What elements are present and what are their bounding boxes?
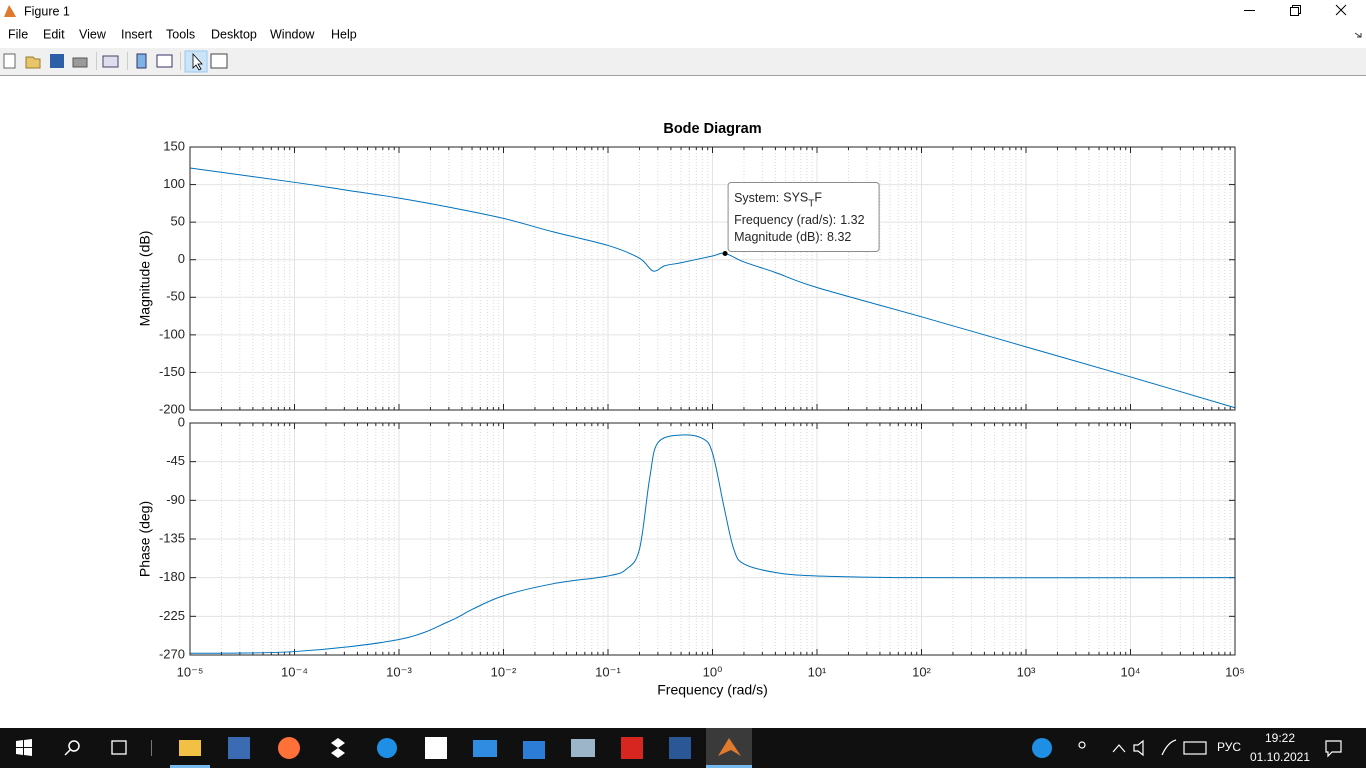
- app-icon-2[interactable]: [228, 737, 250, 759]
- y-tick-label: 0: [178, 414, 185, 429]
- acrobat-icon[interactable]: [621, 737, 643, 759]
- menu-item[interactable]: Edit: [43, 27, 65, 41]
- dock-arrow[interactable]: [1354, 32, 1362, 38]
- axes-box: [189, 146, 1236, 411]
- datatip-marker[interactable]: [722, 250, 728, 256]
- y-tick-label: -50: [166, 289, 185, 304]
- network-icon[interactable]: [1161, 739, 1177, 756]
- language-indicator[interactable]: РУС: [1217, 740, 1241, 754]
- legend-button[interactable]: [156, 54, 173, 68]
- y-axis-label: Phase (deg): [137, 501, 153, 577]
- chart-title: Bode Diagram: [663, 121, 761, 137]
- datatip-value: SYSTF: [783, 191, 822, 209]
- amazon-icon[interactable]: [425, 737, 447, 759]
- print-button[interactable]: [72, 57, 88, 68]
- x-tick-label: 10⁻³: [386, 664, 412, 679]
- keyboard-icon[interactable]: [1183, 741, 1207, 755]
- tray-expand[interactable]: [1112, 744, 1126, 753]
- new-button[interactable]: [3, 53, 16, 69]
- notifications-icon[interactable]: [1325, 740, 1342, 758]
- y-tick-label: -150: [159, 364, 185, 379]
- clock-time[interactable]: 19:22: [1265, 731, 1295, 745]
- x-tick-label: 10⁰: [703, 664, 723, 679]
- x-tick-label: 10³: [1017, 664, 1036, 679]
- x-tick-label: 10⁻²: [491, 664, 517, 679]
- x-tick-label: 10⁻⁵: [177, 664, 204, 679]
- word-icon[interactable]: [669, 737, 691, 759]
- save-button[interactable]: [50, 54, 64, 68]
- toolbar-buttons: [3, 50, 228, 73]
- figure: -200 -150 -100 -50 0 50 100 150 Bode Diagram Magn…: [137, 121, 1245, 698]
- menu-item[interactable]: File: [8, 27, 28, 41]
- y-tick-label: -180: [159, 569, 185, 584]
- x-tick-label: 10¹: [808, 664, 827, 679]
- app-icon-8[interactable]: [571, 739, 595, 757]
- link-button[interactable]: [102, 55, 119, 68]
- x-tick-label: 10⁵: [1225, 664, 1245, 679]
- clock-date[interactable]: 01.10.2021: [1250, 750, 1310, 764]
- x-tick-label: 10²: [912, 664, 931, 679]
- dropbox-icon[interactable]: [331, 738, 345, 758]
- y-tick-label: 50: [171, 214, 185, 229]
- mail-icon[interactable]: [473, 740, 497, 757]
- y-tick-label: -270: [159, 646, 185, 661]
- datatip-label: Frequency (rad/s):: [734, 213, 836, 227]
- menu-item[interactable]: Window: [270, 27, 315, 41]
- datatip-label: Magnitude (dB):: [734, 230, 823, 244]
- menu-item[interactable]: Insert: [121, 27, 153, 41]
- datatip-value: 1.32: [840, 213, 864, 227]
- explorer-icon[interactable]: [179, 740, 201, 756]
- menu-item[interactable]: Help: [331, 27, 357, 41]
- menu-item[interactable]: Desktop: [211, 27, 257, 41]
- datatip-value: 8.32: [827, 230, 851, 244]
- y-tick-label: -100: [159, 326, 185, 341]
- menu-item[interactable]: View: [79, 27, 107, 41]
- data-line: [189, 434, 1236, 654]
- y-tick-label: 100: [163, 176, 185, 191]
- volume-icon[interactable]: [1133, 739, 1144, 757]
- y-tick-label: -135: [159, 530, 185, 545]
- open-button[interactable]: [25, 56, 41, 69]
- x-tick-label: 10⁻¹: [595, 664, 621, 679]
- restore-button[interactable]: [1290, 5, 1301, 16]
- search-button[interactable]: [64, 740, 80, 756]
- title-bar: [0, 0, 1366, 24]
- window-title: Figure 1: [24, 4, 70, 18]
- edge-icon[interactable]: [377, 738, 397, 758]
- data-line: [189, 167, 1236, 409]
- taskbar-icons: [16, 728, 1342, 768]
- axes-box: [189, 422, 1236, 656]
- y-tick-label: 0: [178, 251, 185, 266]
- task-view-button[interactable]: [111, 740, 127, 755]
- app-icon: [4, 5, 16, 17]
- close-button[interactable]: [1335, 4, 1347, 16]
- y-tick-label: -225: [159, 608, 185, 623]
- help-icon[interactable]: [1032, 738, 1052, 758]
- x-axis-label: Frequency (rad/s): [657, 682, 767, 698]
- y-tick-label: 150: [163, 138, 185, 153]
- y-tick-label: -90: [166, 492, 185, 507]
- people-icon[interactable]: [1078, 741, 1086, 749]
- x-tick-label: 10⁻⁴: [281, 664, 308, 679]
- y-tick-label: -45: [166, 453, 185, 468]
- property-editor-button[interactable]: [210, 53, 228, 69]
- start-button[interactable]: [16, 739, 32, 756]
- datatip-label: System:: [734, 191, 779, 205]
- firefox-icon[interactable]: [278, 737, 300, 759]
- store-icon[interactable]: [523, 741, 545, 759]
- colorbar-button[interactable]: [136, 53, 147, 69]
- datatip-box: [727, 181, 880, 252]
- menu-bar: [0, 24, 1366, 48]
- toolbar: [0, 48, 1366, 75]
- x-tick-label: 10⁴: [1120, 664, 1140, 679]
- y-axis-label: Magnitude (dB): [137, 231, 153, 327]
- y-tick-label: -200: [159, 401, 185, 416]
- menu-item[interactable]: Tools: [166, 27, 195, 41]
